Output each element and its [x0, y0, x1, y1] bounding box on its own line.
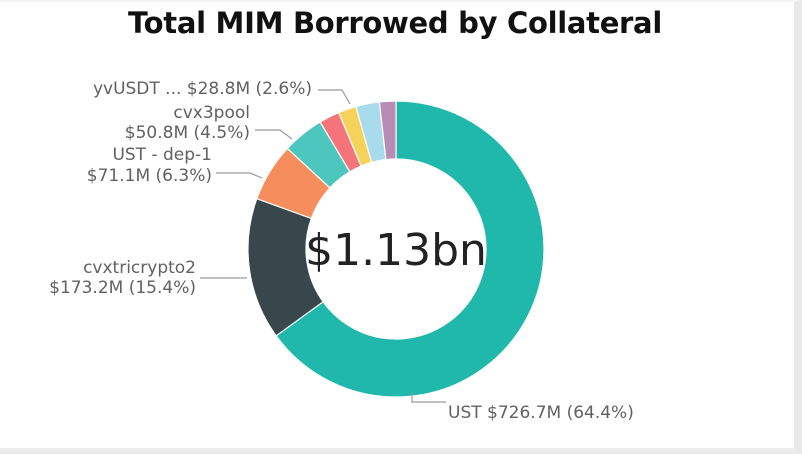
slice-label-name: UST - dep-1 [112, 145, 212, 165]
slice-label: $50.8M (4.5%) [125, 123, 250, 143]
slice-label: yvUSDT ... $28.8M (2.6%) [93, 79, 312, 99]
slice-label: $173.2M (15.4%) [49, 278, 196, 298]
slice-label: UST $726.7M (64.4%) [448, 403, 634, 423]
leader-line [318, 89, 351, 105]
leader-line [216, 172, 263, 179]
slice-label-name: cvx3pool [173, 103, 250, 123]
leader-line [411, 392, 446, 403]
slice-ust[interactable] [275, 100, 545, 398]
chart-title: Total MIM Borrowed by Collateral [128, 6, 662, 40]
slice-unlabeled-7[interactable] [378, 100, 397, 161]
leader-line [255, 129, 293, 140]
slice-label: $71.1M (6.3%) [87, 166, 212, 186]
center-total-label: $1.13bn [305, 225, 487, 276]
slice-label-name: cvxtricrypto2 [83, 258, 196, 278]
